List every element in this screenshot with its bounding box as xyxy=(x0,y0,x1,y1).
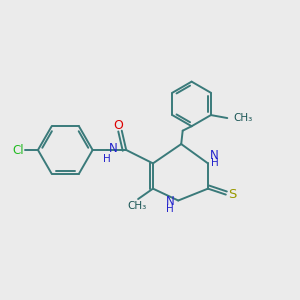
Text: CH₃: CH₃ xyxy=(127,202,146,212)
Text: N: N xyxy=(108,142,117,155)
Text: Cl: Cl xyxy=(13,143,24,157)
Text: H: H xyxy=(103,154,111,164)
Text: S: S xyxy=(228,188,236,201)
Text: H: H xyxy=(166,204,174,214)
Text: H: H xyxy=(211,158,218,168)
Text: CH₃: CH₃ xyxy=(233,113,253,123)
Text: N: N xyxy=(166,195,174,208)
Text: O: O xyxy=(113,119,123,132)
Text: N: N xyxy=(210,149,219,162)
